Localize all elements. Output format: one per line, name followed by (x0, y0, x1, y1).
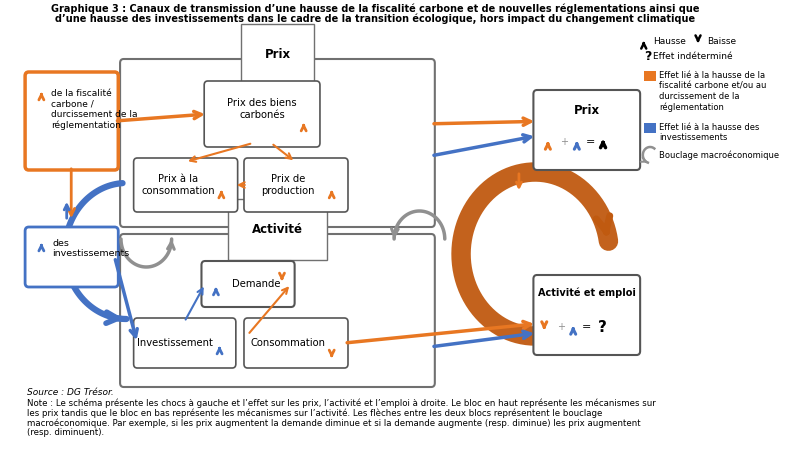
Text: +: + (556, 322, 565, 332)
Text: Prix à la
consommation: Prix à la consommation (141, 174, 215, 196)
Text: d’une hausse des investissements dans le cadre de la transition écologique, hors: d’une hausse des investissements dans le… (55, 14, 695, 24)
Text: Prix: Prix (574, 104, 600, 117)
Text: Note : Le schéma présente les chocs à gauche et l’effet sur les prix, l’activité: Note : Le schéma présente les chocs à ga… (27, 398, 656, 408)
Text: Consommation: Consommation (250, 338, 325, 348)
FancyBboxPatch shape (25, 72, 118, 170)
FancyBboxPatch shape (120, 234, 434, 387)
FancyBboxPatch shape (204, 81, 320, 147)
Text: des
investissements: des investissements (52, 239, 130, 259)
FancyBboxPatch shape (644, 123, 656, 133)
FancyBboxPatch shape (244, 158, 348, 212)
Text: Hausse: Hausse (653, 37, 686, 47)
Text: Effet lié à la hausse de la
fiscalité carbone et/ou au
durcissement de la
réglem: Effet lié à la hausse de la fiscalité ca… (659, 71, 766, 112)
Text: Bouclage macroéconomique: Bouclage macroéconomique (659, 150, 779, 160)
FancyBboxPatch shape (244, 318, 348, 368)
Text: Effet indéterminé: Effet indéterminé (653, 53, 732, 61)
Text: de la fiscalité
carbone /
durcissement de la
réglementation: de la fiscalité carbone / durcissement d… (51, 89, 137, 130)
Text: ?: ? (644, 51, 651, 64)
FancyBboxPatch shape (134, 158, 238, 212)
Text: Baisse: Baisse (707, 37, 736, 47)
Text: =: = (585, 137, 595, 147)
FancyBboxPatch shape (533, 275, 640, 355)
Text: macroéconomique. Par exemple, si les prix augmentent la demande diminue et si la: macroéconomique. Par exemple, si les pri… (27, 418, 641, 427)
Text: Demande: Demande (232, 279, 280, 289)
Text: (resp. diminuent).: (resp. diminuent). (27, 428, 104, 437)
FancyBboxPatch shape (644, 71, 656, 81)
FancyBboxPatch shape (25, 227, 118, 287)
FancyBboxPatch shape (201, 261, 295, 307)
Text: Source : DG Trésor.: Source : DG Trésor. (27, 388, 114, 397)
Text: Activité et emploi: Activité et emploi (538, 288, 636, 298)
Text: =: = (582, 322, 592, 332)
Text: les prix tandis que le bloc en bas représente les mécanismes sur l’activité. Les: les prix tandis que le bloc en bas repré… (27, 408, 602, 418)
Text: Graphique 3 : Canaux de transmission d’une hausse de la fiscalité carbone et de : Graphique 3 : Canaux de transmission d’u… (51, 4, 699, 14)
Text: Investissement: Investissement (137, 338, 213, 348)
Text: Prix: Prix (265, 48, 291, 61)
Text: Prix de
production: Prix de production (261, 174, 315, 196)
FancyBboxPatch shape (533, 90, 640, 170)
Text: Effet lié à la hausse des
investissements: Effet lié à la hausse des investissement… (659, 123, 759, 142)
Text: ?: ? (598, 319, 607, 335)
Text: +: + (560, 137, 568, 147)
FancyBboxPatch shape (134, 318, 236, 368)
Text: Prix des biens
carbonés: Prix des biens carbonés (228, 98, 297, 120)
FancyBboxPatch shape (120, 59, 434, 227)
Text: Activité: Activité (252, 223, 303, 236)
